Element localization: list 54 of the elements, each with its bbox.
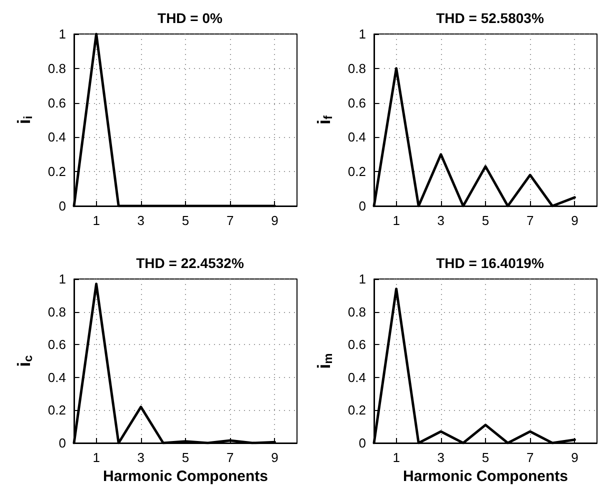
y-tick-label: 0 [58,436,66,450]
y-tick-label: 0.6 [48,95,66,110]
y-tick-label: 0 [358,198,366,214]
x-tick-label: 7 [526,213,534,228]
x-tick-label: 9 [571,213,578,228]
x-tick-label: 5 [482,213,490,228]
y-axis-title: ii [14,116,35,124]
y-tick-label: 0.4 [48,370,66,385]
x-tick-label: 1 [92,213,100,228]
x-tick-label: 1 [392,213,400,228]
x-tick-label: 9 [271,450,278,465]
y-axis-title: im [314,353,335,369]
y-tick-label: 0.4 [348,130,366,145]
y-tick-label: 0.6 [48,337,66,352]
chart-title: THD = 52.5803% [436,10,544,26]
y-tick-label: 0.6 [348,337,366,352]
x-tick-label: 9 [571,450,578,465]
y-tick-label: 0.6 [348,95,366,110]
y-tick-label: 1 [358,26,366,42]
x-tick-label: 3 [137,213,145,228]
y-axis-title: ic [14,354,35,367]
y-tick-label: 0.4 [348,370,366,385]
y-tick-label: 0.8 [348,60,366,76]
y-tick-label: 0.2 [48,402,66,418]
x-tick-label: 3 [437,213,445,228]
chart-title: THD = 16.4019% [436,255,544,271]
y-tick-label: 0.2 [48,164,66,180]
x-axis-title: Harmonic Components [402,468,568,485]
y-tick-label: 0 [358,436,366,450]
x-tick-label: 9 [271,213,278,228]
y-tick-label: 0.4 [48,130,66,145]
chart-title: THD = 0% [158,10,224,26]
y-axis-title: if [314,114,335,125]
x-tick-label: 5 [182,213,190,228]
y-tick-label: 0.8 [48,60,66,76]
y-tick-label: 1 [358,272,366,286]
y-tick-label: 1 [58,26,66,42]
x-tick-label: 3 [437,450,445,465]
x-tick-label: 7 [526,450,534,465]
x-tick-label: 1 [392,450,400,465]
x-tick-label: 1 [92,450,100,465]
x-tick-label: 7 [226,450,234,465]
y-tick-label: 0.8 [48,304,66,320]
y-tick-label: 0.8 [348,304,366,320]
x-tick-label: 5 [182,450,190,465]
chart-title: THD = 22.4532% [136,255,244,271]
x-tick-label: 5 [482,450,490,465]
x-axis-title: Harmonic Components [102,468,268,485]
y-tick-label: 0.2 [348,164,366,180]
y-tick-label: 0 [58,198,66,214]
y-tick-label: 0.2 [348,402,366,418]
x-tick-label: 7 [226,213,234,228]
x-tick-label: 3 [137,450,145,465]
y-tick-label: 1 [58,272,66,286]
